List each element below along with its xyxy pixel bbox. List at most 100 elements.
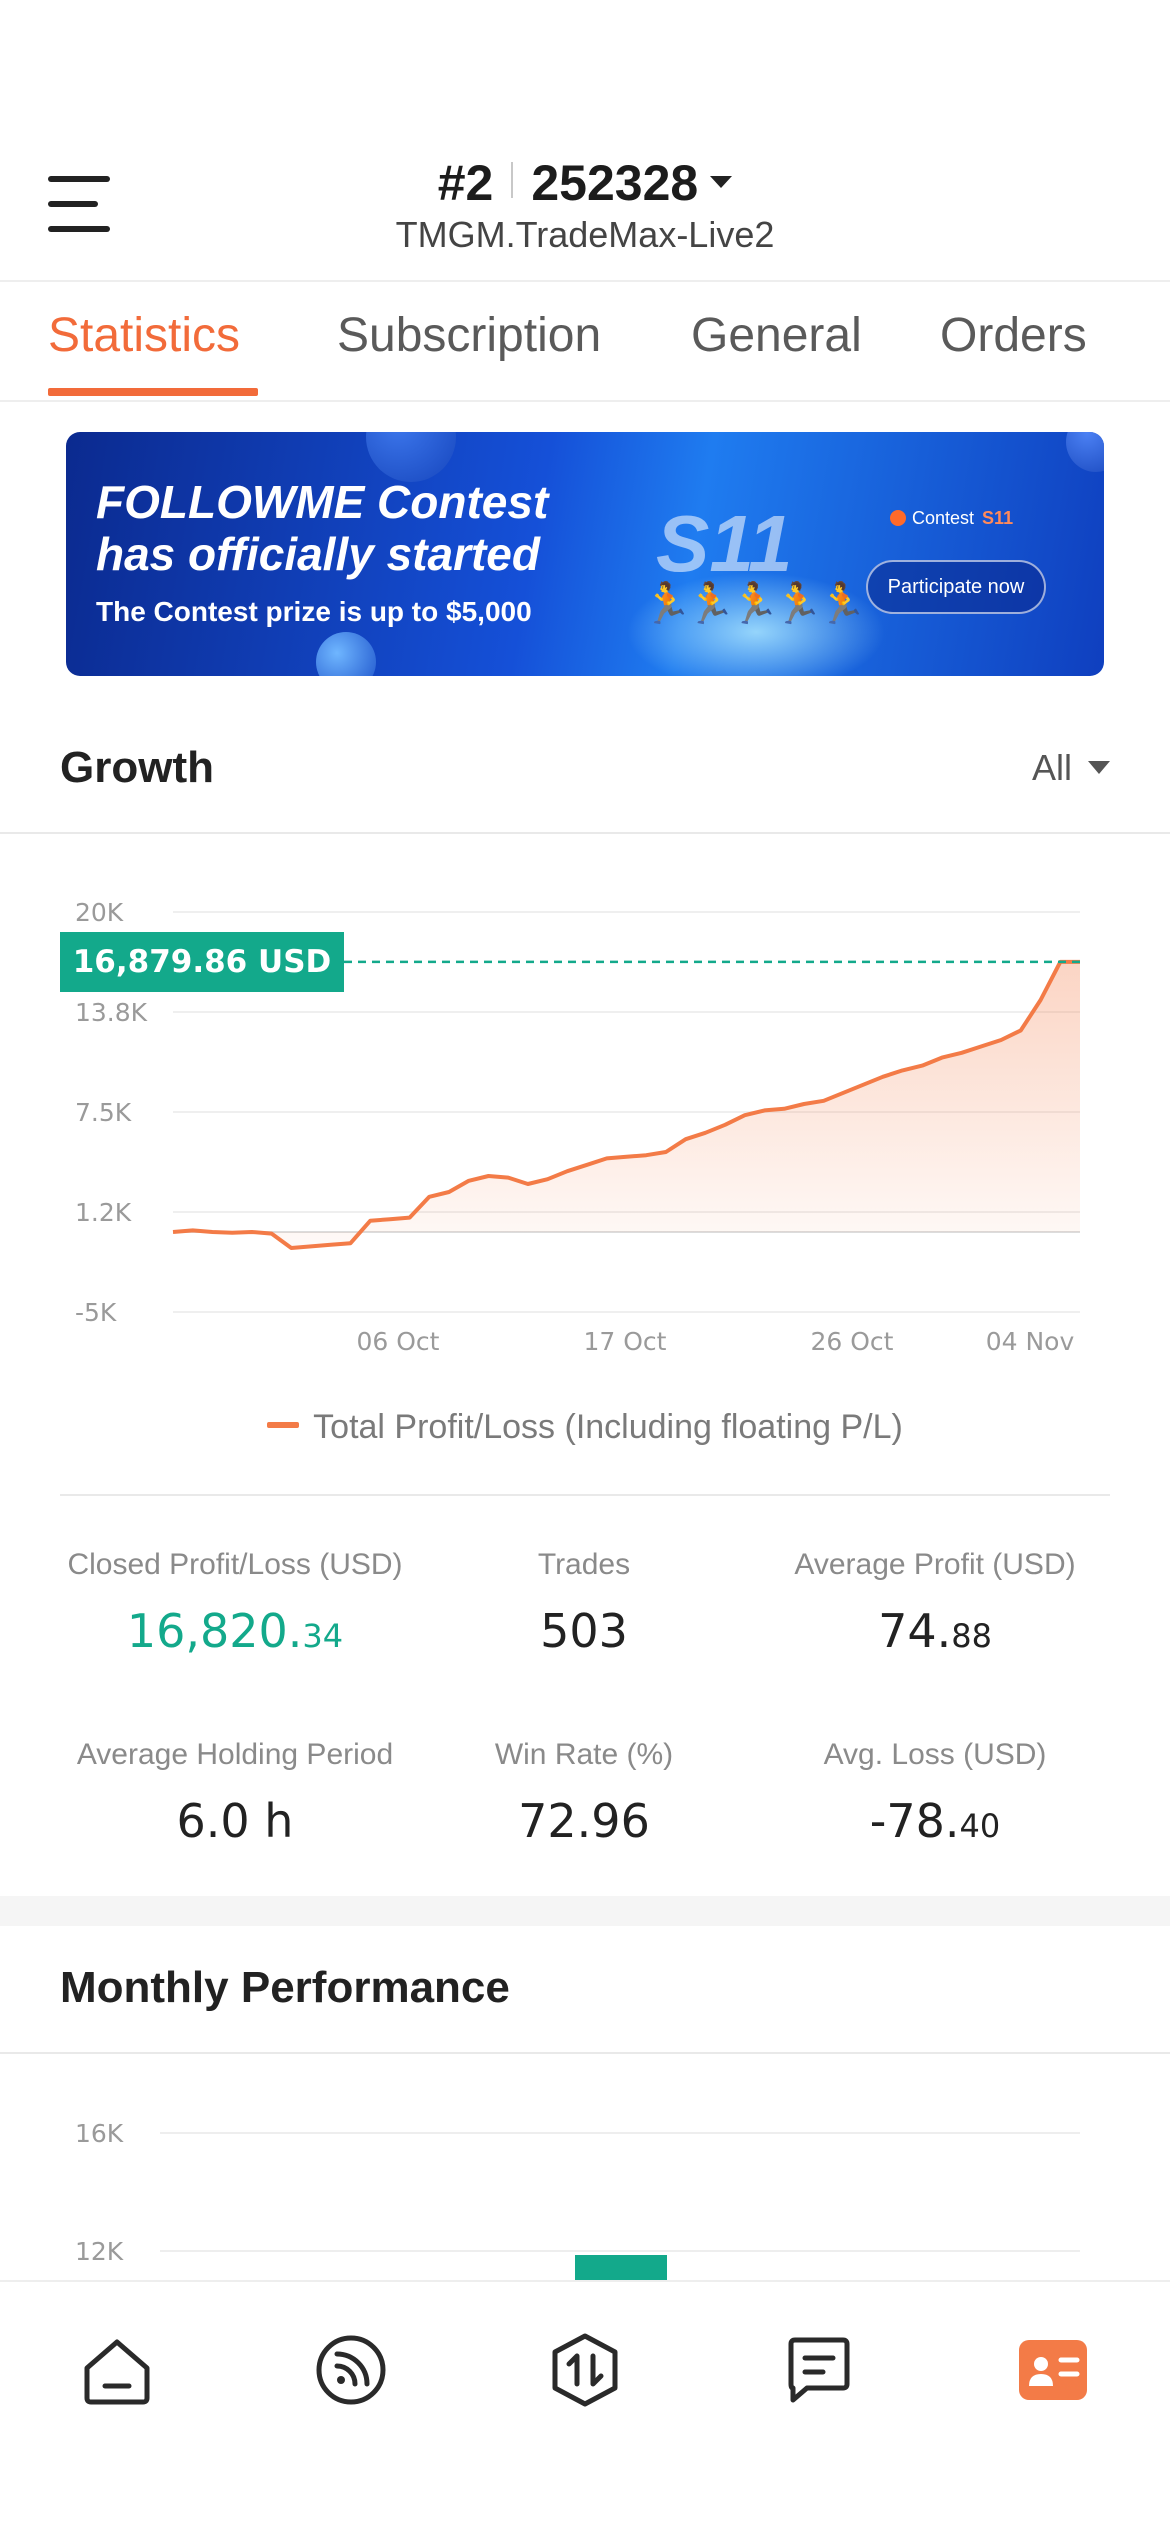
account-rank: #2	[437, 155, 494, 211]
banner-decoration	[1066, 432, 1104, 472]
banner-tag-label: Contest	[912, 508, 975, 528]
growth-filter-label: All	[1031, 747, 1072, 788]
y-tick: 20K	[75, 898, 124, 927]
banner-tag-season: S11	[982, 508, 1014, 528]
trades-value: 503	[540, 1604, 628, 1658]
stat-label: Trades	[537, 1548, 631, 1581]
banner-headline-line-2: has officially started	[96, 528, 540, 580]
banner-decoration	[316, 632, 376, 676]
signal-feed-icon	[316, 2335, 386, 2405]
legend-label: Total Profit/Loss (Including floating P/…	[313, 1408, 903, 1446]
monthly-title: Monthly Performance	[60, 1963, 510, 2012]
x-tick: 26 Oct	[811, 1327, 894, 1356]
growth-area	[173, 961, 1080, 1248]
growth-legend[interactable]: Total Profit/Loss (Including floating P/…	[0, 1408, 1170, 1447]
banner-glow	[626, 572, 886, 676]
monthly-chart: 16K 12K	[0, 2040, 1170, 2285]
y-tick: 12K	[75, 2237, 124, 2266]
title-separator	[511, 162, 514, 198]
banner-headline: FOLLOWME Contest has officially started	[96, 476, 548, 580]
profile-card-icon	[1019, 2340, 1087, 2400]
monthly-chart-svg: 16K 12K	[75, 2119, 1080, 2285]
banner-season-mark: S11	[656, 499, 793, 588]
section-gap	[0, 1896, 1170, 1926]
legend-swatch	[267, 1422, 300, 1428]
nav-home[interactable]	[77, 2330, 157, 2410]
caret-down-icon	[1088, 761, 1110, 774]
stat-average-profit: Average Profit (USD) 74.88	[740, 1548, 1130, 1658]
caret-down-icon[interactable]	[710, 176, 733, 188]
y-tick: 1.2K	[75, 1198, 132, 1227]
avg-profit-int: 74.	[878, 1604, 952, 1658]
avg-loss-int: -78.	[869, 1794, 960, 1848]
active-tab-indicator	[48, 388, 258, 396]
menu-icon[interactable]	[48, 176, 112, 232]
growth-chart: 20K 13.8K 7.5K 1.2K -5K 06 Oct 17 Oct 26 Oct 04…	[0, 860, 1170, 1380]
nav-trade[interactable]	[545, 2330, 625, 2410]
growth-divider	[0, 832, 1170, 834]
nav-messages[interactable]	[779, 2330, 859, 2410]
growth-chart-svg: 20K 13.8K 7.5K 1.2K -5K 06 Oct 17 Oct 26 Oct 04…	[75, 898, 1080, 1356]
win-rate-value: 72.96	[518, 1794, 650, 1848]
home-icon	[84, 2339, 150, 2405]
tab-bar: Statistics Subscription General Orders	[0, 282, 1170, 400]
x-tick: 17 Oct	[584, 1327, 667, 1356]
closed-pl-dec: 34	[302, 1617, 344, 1655]
closed-pl-int: 16,820.	[126, 1604, 303, 1658]
current-value-badge: 16,879.86 USD	[60, 932, 344, 992]
y-tick: 16K	[75, 2119, 124, 2148]
growth-section-header: Growth All	[0, 715, 1170, 825]
legend-divider	[60, 1494, 1110, 1496]
avg-profit-dec: 88	[951, 1617, 992, 1655]
nav-profile[interactable]	[1013, 2330, 1093, 2410]
app-header: #2 252328 TMGM.TradeMax-Live2	[0, 140, 1170, 280]
trade-icon	[552, 2333, 618, 2407]
y-tick: 13.8K	[75, 998, 148, 1027]
stat-trades: Trades 503	[434, 1548, 734, 1658]
stat-label: Average Holding Period	[76, 1738, 394, 1771]
tab-orders[interactable]: Orders	[940, 309, 1087, 362]
holding-value: 6.0 h	[176, 1794, 294, 1848]
tab-general[interactable]: General	[691, 309, 862, 362]
server-name: TMGM.TradeMax-Live2	[395, 214, 775, 255]
banner-headline-line-1: FOLLOWME Contest	[96, 476, 549, 528]
message-icon	[788, 2337, 850, 2403]
tab-statistics[interactable]: Statistics	[48, 309, 241, 362]
runners-illustration: 🏃🏃🏃🏃🏃	[642, 582, 867, 626]
y-tick: -5K	[75, 1298, 117, 1327]
avg-loss-dec: 40	[959, 1807, 1001, 1845]
monthly-section-header: Monthly Performance	[0, 1935, 1170, 2045]
stat-holding-period: Average Holding Period 6.0 h	[35, 1738, 435, 1848]
nav-signals[interactable]	[311, 2330, 391, 2410]
banner-contest-tag: Contest S11	[890, 508, 1013, 529]
stat-label: Closed Profit/Loss (USD)	[67, 1548, 403, 1581]
y-tick: 7.5K	[75, 1098, 132, 1127]
participate-now-button[interactable]: Participate now	[866, 560, 1046, 614]
avg-profit-value: 74.88	[740, 1604, 1130, 1658]
stat-label: Win Rate (%)	[494, 1738, 674, 1771]
bottom-nav	[0, 2280, 1170, 2532]
account-selector[interactable]: #2 252328	[0, 154, 1170, 212]
account-number: 252328	[531, 155, 699, 211]
stat-win-rate: Win Rate (%) 72.96	[434, 1738, 734, 1848]
growth-title: Growth	[60, 743, 214, 792]
stat-avg-loss: Avg. Loss (USD) -78.40	[740, 1738, 1130, 1848]
header-divider	[0, 280, 1170, 282]
banner-subline: The Contest prize is up to $5,000	[96, 596, 532, 627]
contest-banner[interactable]: FOLLOWME Contest has officially started …	[66, 432, 1104, 676]
banner-decoration	[366, 432, 456, 482]
followme-logo-icon	[890, 510, 906, 526]
growth-range-filter[interactable]: All	[1032, 747, 1110, 789]
avg-loss-value: -78.40	[740, 1794, 1130, 1848]
stat-label: Avg. Loss (USD)	[823, 1738, 1047, 1771]
monthly-divider	[0, 2052, 1170, 2054]
stat-closed-pl: Closed Profit/Loss (USD) 16,820.34	[35, 1548, 435, 1658]
tab-subscription[interactable]: Subscription	[337, 309, 602, 362]
monthly-bar	[575, 2255, 667, 2285]
stat-label: Average Profit (USD)	[794, 1548, 1076, 1581]
x-tick: 04 Nov	[986, 1327, 1075, 1356]
x-tick: 06 Oct	[357, 1327, 440, 1356]
growth-line	[172, 959, 1080, 1250]
closed-pl-value: 16,820.34	[35, 1604, 435, 1658]
tabs-divider	[0, 400, 1170, 402]
